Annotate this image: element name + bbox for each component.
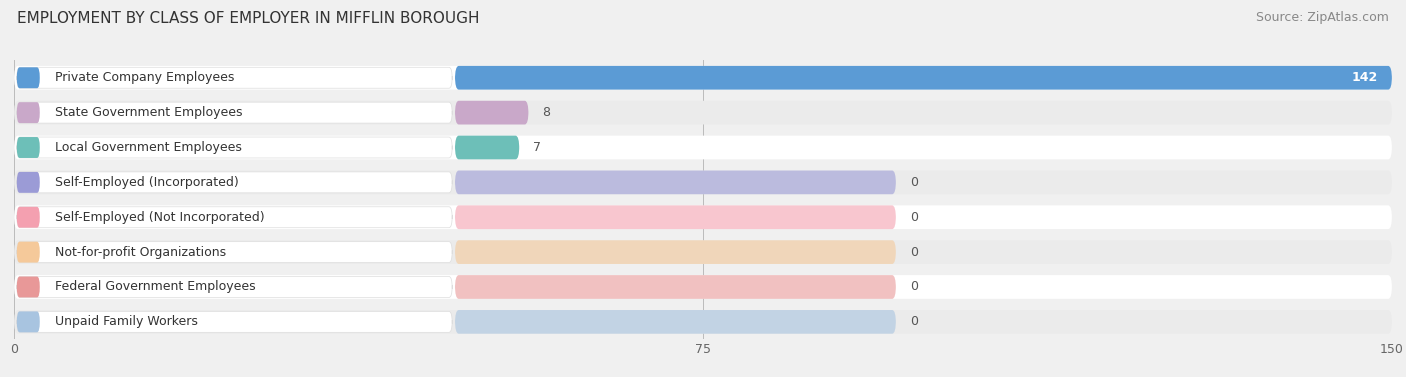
FancyBboxPatch shape <box>14 205 1392 229</box>
FancyBboxPatch shape <box>456 240 896 264</box>
FancyBboxPatch shape <box>14 66 1392 90</box>
FancyBboxPatch shape <box>17 102 39 123</box>
FancyBboxPatch shape <box>456 205 896 229</box>
FancyBboxPatch shape <box>14 310 1392 334</box>
FancyBboxPatch shape <box>456 170 896 194</box>
Text: 7: 7 <box>533 141 541 154</box>
FancyBboxPatch shape <box>14 170 1392 194</box>
Text: Self-Employed (Not Incorporated): Self-Employed (Not Incorporated) <box>55 211 264 224</box>
FancyBboxPatch shape <box>17 67 453 88</box>
Text: Self-Employed (Incorporated): Self-Employed (Incorporated) <box>55 176 239 189</box>
Text: Private Company Employees: Private Company Employees <box>55 71 235 84</box>
FancyBboxPatch shape <box>456 275 896 299</box>
FancyBboxPatch shape <box>14 275 1392 299</box>
FancyBboxPatch shape <box>17 207 453 228</box>
FancyBboxPatch shape <box>17 137 39 158</box>
FancyBboxPatch shape <box>17 277 39 297</box>
Text: 0: 0 <box>910 280 918 293</box>
Text: 0: 0 <box>910 246 918 259</box>
FancyBboxPatch shape <box>456 101 529 124</box>
Text: 0: 0 <box>910 176 918 189</box>
Text: State Government Employees: State Government Employees <box>55 106 243 119</box>
Text: 8: 8 <box>543 106 550 119</box>
FancyBboxPatch shape <box>14 101 1392 124</box>
Text: Federal Government Employees: Federal Government Employees <box>55 280 256 293</box>
FancyBboxPatch shape <box>17 242 39 262</box>
FancyBboxPatch shape <box>456 310 896 334</box>
FancyBboxPatch shape <box>456 66 1392 90</box>
FancyBboxPatch shape <box>17 67 39 88</box>
Text: Unpaid Family Workers: Unpaid Family Workers <box>55 316 198 328</box>
Text: 0: 0 <box>910 316 918 328</box>
FancyBboxPatch shape <box>14 240 1392 264</box>
Text: Source: ZipAtlas.com: Source: ZipAtlas.com <box>1256 11 1389 24</box>
Text: Not-for-profit Organizations: Not-for-profit Organizations <box>55 246 226 259</box>
Text: 142: 142 <box>1353 71 1378 84</box>
Text: EMPLOYMENT BY CLASS OF EMPLOYER IN MIFFLIN BOROUGH: EMPLOYMENT BY CLASS OF EMPLOYER IN MIFFL… <box>17 11 479 26</box>
FancyBboxPatch shape <box>17 277 453 297</box>
FancyBboxPatch shape <box>17 137 453 158</box>
Text: Local Government Employees: Local Government Employees <box>55 141 242 154</box>
FancyBboxPatch shape <box>17 172 453 193</box>
FancyBboxPatch shape <box>17 311 39 333</box>
FancyBboxPatch shape <box>17 242 453 262</box>
FancyBboxPatch shape <box>17 207 39 228</box>
FancyBboxPatch shape <box>456 136 519 159</box>
FancyBboxPatch shape <box>17 311 453 333</box>
Text: 0: 0 <box>910 211 918 224</box>
FancyBboxPatch shape <box>14 136 1392 159</box>
FancyBboxPatch shape <box>17 172 39 193</box>
FancyBboxPatch shape <box>17 102 453 123</box>
